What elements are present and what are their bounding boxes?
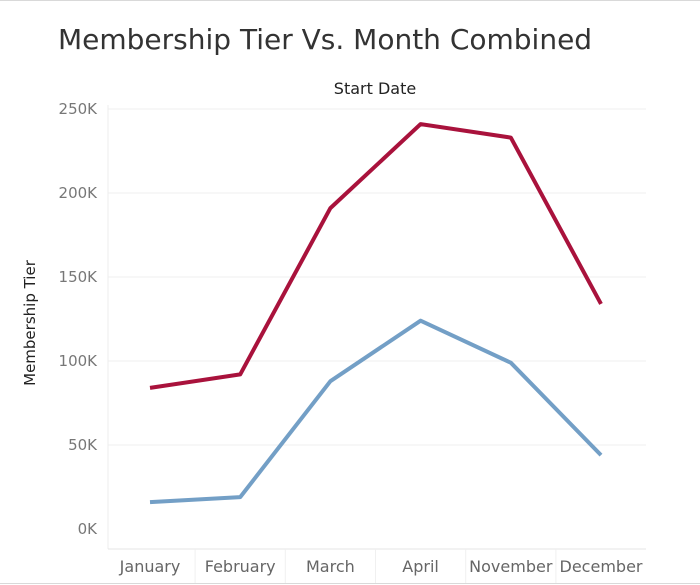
y-tick-label-3: 150K bbox=[59, 268, 99, 286]
x-tick-label-april: April bbox=[402, 557, 439, 576]
series-line-1 bbox=[150, 124, 601, 388]
y-tick-label-2: 100K bbox=[59, 352, 99, 370]
x-tick-label-november: November bbox=[469, 557, 553, 576]
x-tick-label-february: February bbox=[205, 557, 276, 576]
y-tick-label-4: 200K bbox=[59, 184, 99, 202]
x-tick-label-january: January bbox=[119, 557, 181, 576]
series-line-2 bbox=[150, 321, 601, 502]
y-tick-label-0: 0K bbox=[78, 520, 99, 538]
x-tick-label-december: December bbox=[560, 557, 643, 576]
y-tick-label-5: 250K bbox=[59, 100, 99, 118]
x-tick-label-march: March bbox=[306, 557, 355, 576]
y-tick-label-1: 50K bbox=[68, 436, 98, 454]
